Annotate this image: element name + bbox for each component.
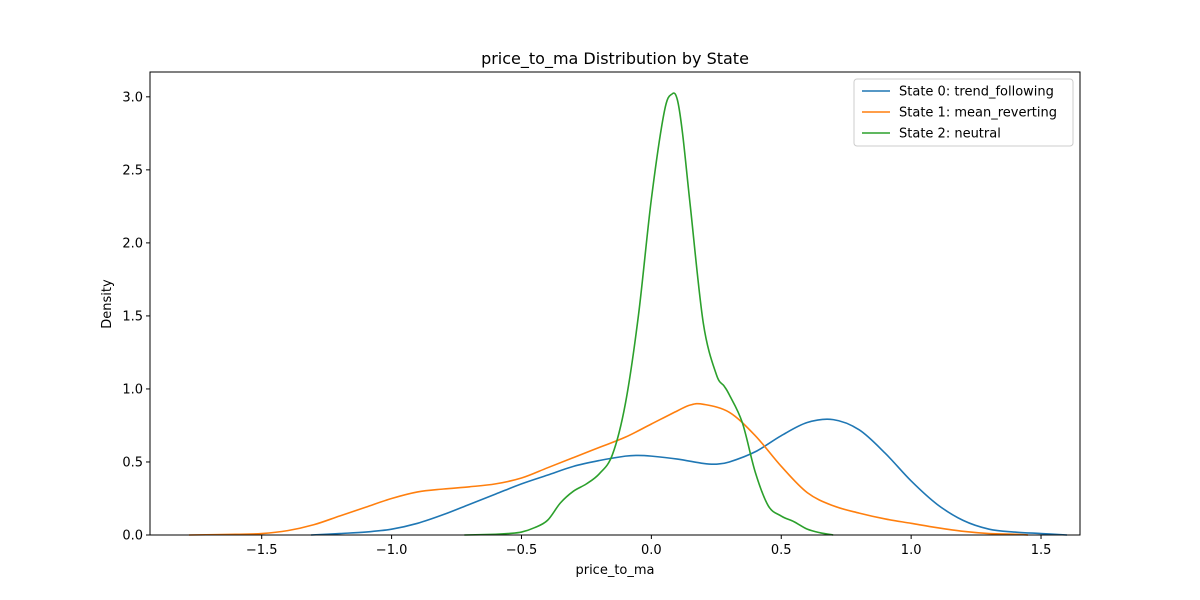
legend-label-state-0: State 0: trend_following	[899, 85, 1054, 100]
x-axis-label: price_to_ma	[575, 563, 654, 578]
legend: State 0: trend_following State 1: mean_re…	[853, 78, 1074, 147]
x-tick-label: 1.0	[901, 543, 922, 558]
x-tick-label: −1.5	[246, 543, 278, 558]
plot-area-frame	[149, 71, 1081, 536]
y-tick-label: 2.5	[122, 163, 143, 178]
y-tick-label: 1.0	[122, 382, 143, 397]
series-line-state-2	[464, 92, 834, 536]
legend-box	[853, 78, 1074, 147]
y-tick-label: 2.0	[122, 236, 143, 251]
plot-lines	[188, 92, 1068, 536]
y-axis-label: Density	[100, 279, 115, 329]
x-tick-label: −0.5	[506, 543, 538, 558]
series-line-state-0	[311, 418, 1068, 536]
x-tick-label: −1.0	[376, 543, 408, 558]
x-tick-label: 0.5	[771, 543, 792, 558]
y-tick-label: 3.0	[122, 90, 143, 105]
legend-label-state-1: State 1: mean_reverting	[899, 106, 1057, 121]
x-tick-label: 0.0	[641, 543, 662, 558]
y-tick-label: 0.0	[122, 529, 143, 544]
series-line-state-1	[188, 402, 1029, 536]
x-axis-ticks: −1.5 −1.0 −0.5 0.0 0.5 1.0 1.5	[246, 535, 1051, 558]
y-tick-label: 1.5	[122, 309, 143, 324]
y-tick-label: 0.5	[122, 455, 143, 470]
legend-label-state-2: State 2: neutral	[899, 127, 1001, 142]
x-tick-label: 1.5	[1031, 543, 1052, 558]
y-axis-ticks: 0.0 0.5 1.0 1.5 2.0 2.5 3.0	[122, 90, 150, 544]
chart-title: price_to_ma Distribution by State	[481, 49, 749, 69]
